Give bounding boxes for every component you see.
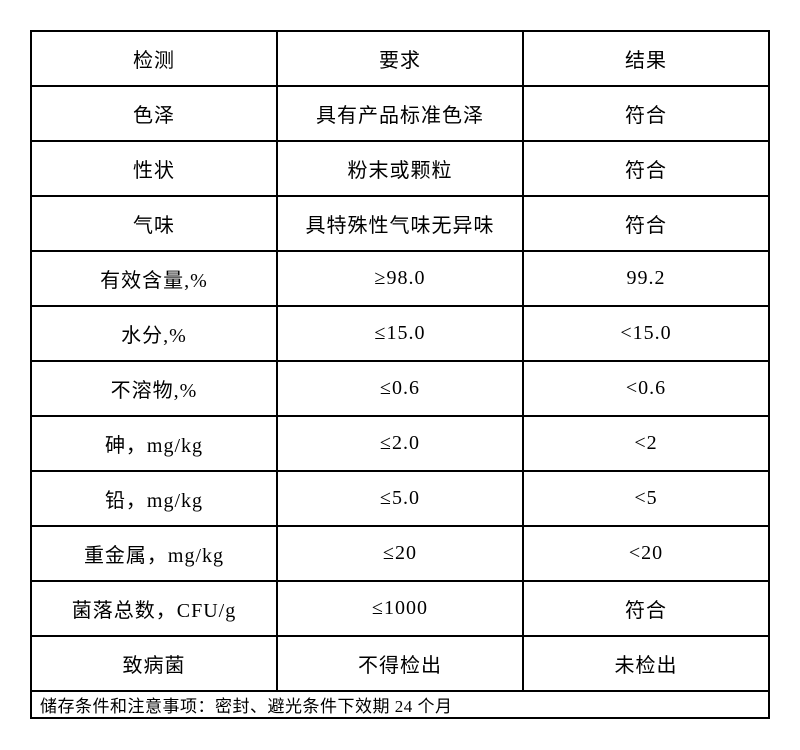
cell-requirement: 粉末或颗粒 — [276, 140, 524, 197]
table-row: 砷，mg/kg ≤2.0 <2 — [30, 415, 770, 472]
cell-result: <20 — [522, 525, 770, 582]
cell-requirement: 具特殊性气味无异味 — [276, 195, 524, 252]
table-row: 重金属，mg/kg ≤20 <20 — [30, 525, 770, 582]
cell-test: 致病菌 — [30, 635, 278, 692]
cell-test: 色泽 — [30, 85, 278, 142]
cell-requirement: ≤20 — [276, 525, 524, 582]
cell-test: 水分,% — [30, 305, 278, 362]
cell-requirement: ≤2.0 — [276, 415, 524, 472]
header-result: 结果 — [522, 30, 770, 87]
cell-requirement: ≥98.0 — [276, 250, 524, 307]
cell-requirement: ≤5.0 — [276, 470, 524, 527]
header-row: 检测 要求 结果 — [30, 30, 770, 87]
cell-result: <5 — [522, 470, 770, 527]
table-row: 性状 粉末或颗粒 符合 — [30, 140, 770, 197]
header-test: 检测 — [30, 30, 278, 87]
footer-row: 储存条件和注意事项：密封、避光条件下效期 24 个月 — [30, 690, 770, 719]
table-row: 气味 具特殊性气味无异味 符合 — [30, 195, 770, 252]
header-requirement: 要求 — [276, 30, 524, 87]
spec-table: 检测 要求 结果 色泽 具有产品标准色泽 符合 性状 粉末或颗粒 符合 气味 具… — [30, 30, 770, 719]
cell-test: 重金属，mg/kg — [30, 525, 278, 582]
cell-result: <0.6 — [522, 360, 770, 417]
cell-test: 砷，mg/kg — [30, 415, 278, 472]
cell-requirement: 具有产品标准色泽 — [276, 85, 524, 142]
cell-test: 不溶物,% — [30, 360, 278, 417]
cell-requirement: ≤15.0 — [276, 305, 524, 362]
cell-result: 符合 — [522, 580, 770, 637]
cell-test: 铅，mg/kg — [30, 470, 278, 527]
table-row: 铅，mg/kg ≤5.0 <5 — [30, 470, 770, 527]
cell-result: 符合 — [522, 85, 770, 142]
cell-result: 符合 — [522, 195, 770, 252]
cell-test: 性状 — [30, 140, 278, 197]
cell-requirement: ≤0.6 — [276, 360, 524, 417]
cell-test: 有效含量,% — [30, 250, 278, 307]
storage-note: 储存条件和注意事项：密封、避光条件下效期 24 个月 — [30, 690, 770, 719]
table-row: 菌落总数，CFU/g ≤1000 符合 — [30, 580, 770, 637]
cell-test: 气味 — [30, 195, 278, 252]
table-row: 不溶物,% ≤0.6 <0.6 — [30, 360, 770, 417]
table-row: 致病菌 不得检出 未检出 — [30, 635, 770, 692]
table-row: 色泽 具有产品标准色泽 符合 — [30, 85, 770, 142]
cell-result: <2 — [522, 415, 770, 472]
cell-requirement: 不得检出 — [276, 635, 524, 692]
table-row: 水分,% ≤15.0 <15.0 — [30, 305, 770, 362]
cell-test: 菌落总数，CFU/g — [30, 580, 278, 637]
cell-result: <15.0 — [522, 305, 770, 362]
cell-result: 符合 — [522, 140, 770, 197]
table-row: 有效含量,% ≥98.0 99.2 — [30, 250, 770, 307]
cell-requirement: ≤1000 — [276, 580, 524, 637]
cell-result: 未检出 — [522, 635, 770, 692]
cell-result: 99.2 — [522, 250, 770, 307]
